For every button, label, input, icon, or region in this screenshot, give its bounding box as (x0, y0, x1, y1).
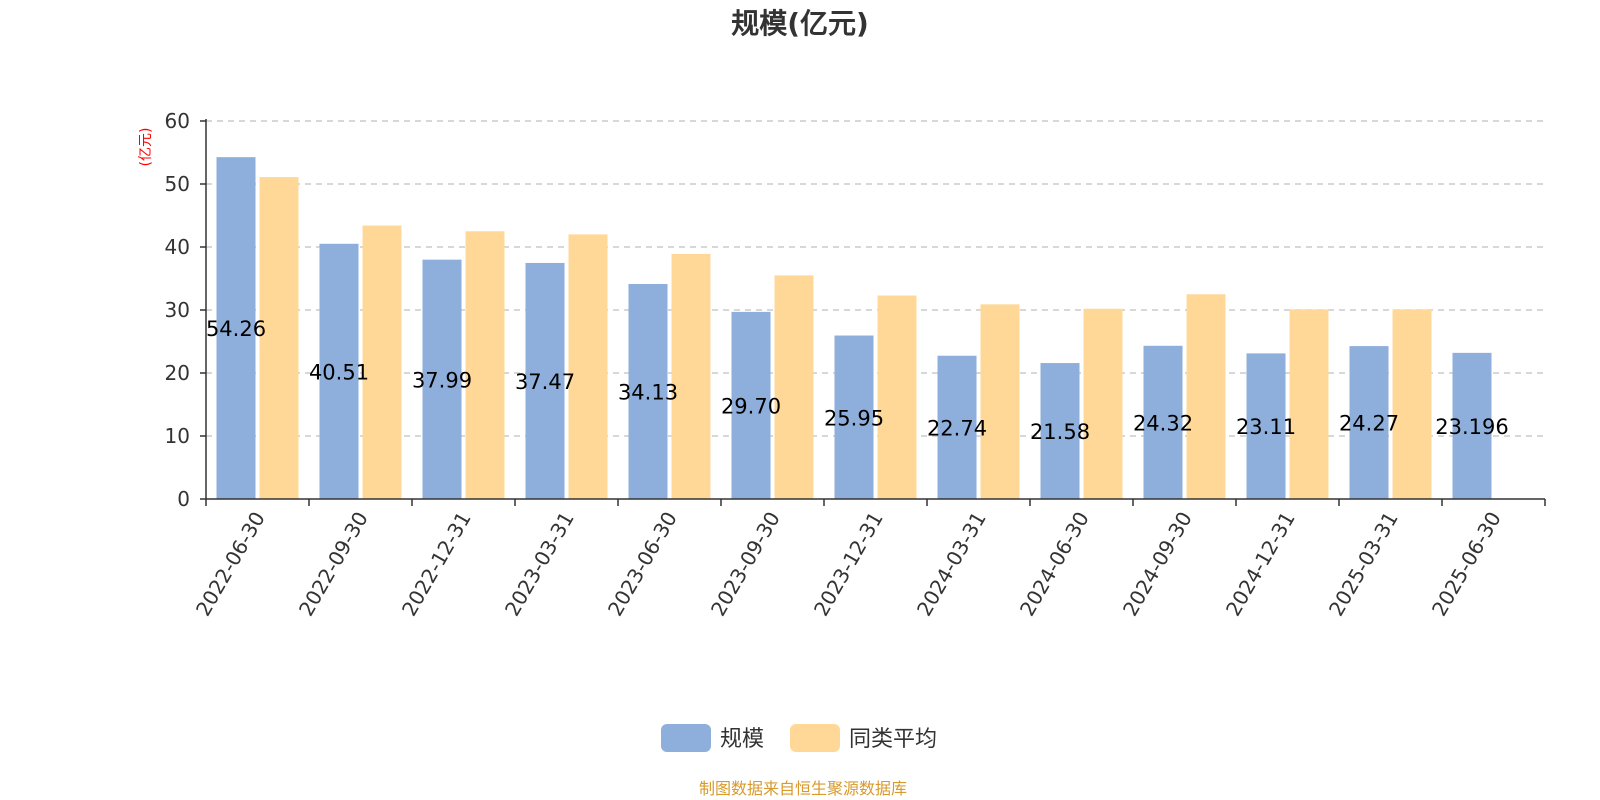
x-tick-label: 2023-12-31 (809, 508, 888, 621)
data-label-scale: 23.11 (1236, 415, 1296, 439)
x-tick-label: 2023-09-30 (706, 508, 785, 621)
legend-swatch-peer-average[interactable] (790, 724, 840, 752)
data-label-scale: 40.51 (309, 360, 369, 384)
data-label-scale: 24.32 (1133, 411, 1193, 435)
data-label-scale: 21.58 (1030, 420, 1090, 444)
data-label-scale: 34.13 (618, 380, 678, 404)
data-source-note: 制图数据来自恒生聚源数据库 (699, 779, 907, 798)
y-tick-label: 0 (177, 487, 190, 511)
bar-scale[interactable] (628, 283, 668, 499)
bar-scale[interactable] (1452, 352, 1492, 499)
y-tick-label: 20 (165, 361, 190, 385)
x-tick-label: 2022-06-30 (191, 508, 270, 621)
bar-scale[interactable] (319, 243, 359, 499)
y-axis-unit-label: (亿元) (138, 128, 154, 167)
bar-scale[interactable] (1246, 353, 1286, 499)
bar-scale[interactable] (1349, 346, 1389, 499)
bar-scale[interactable] (731, 311, 771, 499)
x-tick-label: 2022-09-30 (294, 508, 373, 621)
bar-peer-average[interactable] (980, 304, 1020, 499)
bar-scale[interactable] (216, 157, 256, 500)
data-label-scale: 24.27 (1339, 412, 1399, 436)
y-tick-label: 50 (165, 172, 190, 196)
bar-peer-average[interactable] (568, 234, 608, 499)
bar-peer-average[interactable] (465, 231, 505, 499)
x-tick-label: 2022-12-31 (397, 508, 476, 621)
bar-peer-average[interactable] (1289, 309, 1329, 499)
data-label-scale: 29.70 (721, 394, 781, 418)
bar-peer-average[interactable] (259, 177, 299, 499)
x-tick-label: 2024-03-31 (912, 508, 991, 621)
x-tick-label: 2023-03-31 (500, 508, 579, 621)
x-tick-label: 2024-06-30 (1015, 508, 1094, 621)
data-label-scale: 37.99 (412, 368, 472, 392)
legend-label-peer-average[interactable]: 同类平均 (849, 727, 937, 752)
legend: 规模 同类平均 (661, 724, 937, 752)
legend-swatch-scale[interactable] (661, 724, 711, 752)
data-label-scale: 54.26 (206, 317, 266, 341)
x-tick-label: 2024-12-31 (1221, 508, 1300, 621)
bars (216, 157, 1492, 500)
bar-peer-average[interactable] (1186, 294, 1226, 499)
grid-lines (206, 120, 1545, 437)
y-tick-label: 60 (165, 109, 190, 133)
data-label-scale: 37.47 (515, 370, 575, 394)
bar-peer-average[interactable] (1083, 308, 1123, 499)
legend-label-scale[interactable]: 规模 (720, 727, 764, 752)
y-tick-label: 10 (165, 424, 190, 448)
x-tick-label: 2024-09-30 (1118, 508, 1197, 621)
bar-peer-average[interactable] (774, 275, 814, 499)
bar-peer-average[interactable] (362, 225, 402, 499)
y-tick-label: 30 (165, 298, 190, 322)
data-labels: 54.26 40.51 37.99 37.47 34.13 29.70 25.95 22.74… (206, 317, 1509, 444)
y-tick-label: 40 (165, 235, 190, 259)
bar-scale[interactable] (422, 259, 462, 499)
data-label-scale: 23.196 (1435, 415, 1508, 439)
x-tick-label: 2023-06-30 (603, 508, 682, 621)
chart-title: 规模(亿元) (731, 7, 869, 40)
data-label-scale: 22.74 (927, 416, 987, 440)
bar-scale[interactable] (937, 355, 977, 499)
x-tick-label: 2025-06-30 (1427, 508, 1506, 621)
data-label-scale: 25.95 (824, 406, 884, 430)
bar-scale[interactable] (525, 262, 565, 499)
x-tick-label: 2025-03-31 (1324, 508, 1403, 621)
bar-peer-average[interactable] (877, 295, 917, 499)
bar-peer-average[interactable] (1392, 309, 1432, 499)
bar-peer-average[interactable] (671, 253, 711, 499)
bar-scale[interactable] (834, 335, 874, 499)
bar-scale[interactable] (1040, 363, 1080, 499)
bar-scale[interactable] (1143, 345, 1183, 499)
